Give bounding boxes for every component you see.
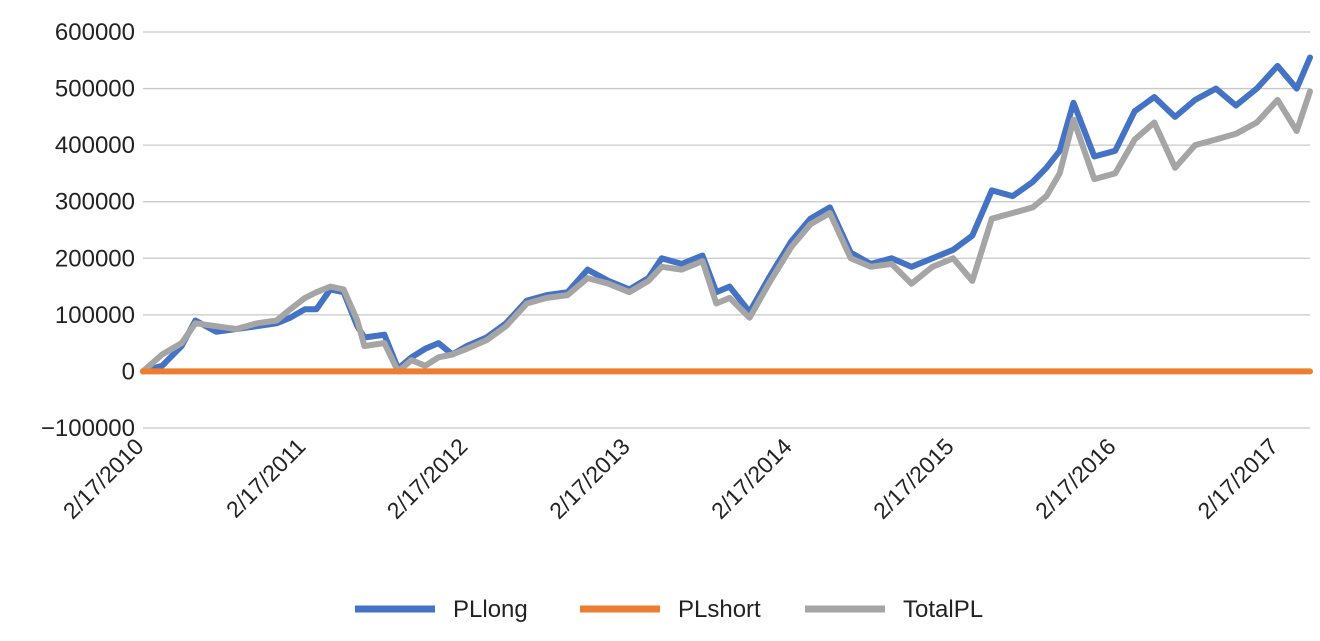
series-lines bbox=[140, 54, 1313, 375]
legend-label-totalpl: TotalPL bbox=[903, 596, 983, 623]
y-tick-label: −100000 bbox=[41, 415, 135, 442]
legend-label-pllong: PLlong bbox=[453, 596, 528, 623]
series-line-totalpl bbox=[140, 88, 1313, 375]
y-axis-ticks: −100000 0 100000 200000 300000 400000 500000 60… bbox=[41, 19, 135, 442]
series-line-pllong bbox=[140, 54, 1313, 375]
y-tick-label: 200000 bbox=[55, 245, 135, 272]
x-tick-label: 2/17/2012 bbox=[382, 433, 473, 524]
x-tick-label: 2/17/2015 bbox=[868, 433, 959, 524]
y-tick-label: 600000 bbox=[55, 19, 135, 46]
legend: PLlong PLshort TotalPL bbox=[355, 596, 983, 623]
legend-label-plshort: PLshort bbox=[678, 596, 761, 623]
x-tick-label: 2/17/2010 bbox=[58, 433, 149, 524]
x-tick-label: 2/17/2016 bbox=[1030, 433, 1121, 524]
x-tick-label: 2/17/2013 bbox=[544, 433, 635, 524]
x-tick-label: 2/17/2014 bbox=[706, 433, 797, 524]
x-tick-label: 2/17/2011 bbox=[221, 433, 311, 523]
y-tick-label: 400000 bbox=[55, 132, 135, 159]
x-axis-ticks: 2/17/2010 2/17/2011 2/17/2012 2/17/2013 2/17… bbox=[58, 433, 1283, 524]
y-tick-label: 0 bbox=[122, 358, 135, 385]
y-tick-label: 300000 bbox=[55, 189, 135, 216]
y-tick-label: 500000 bbox=[55, 76, 135, 103]
y-tick-label: 100000 bbox=[55, 302, 135, 329]
x-tick-label: 2/17/2017 bbox=[1192, 433, 1283, 524]
